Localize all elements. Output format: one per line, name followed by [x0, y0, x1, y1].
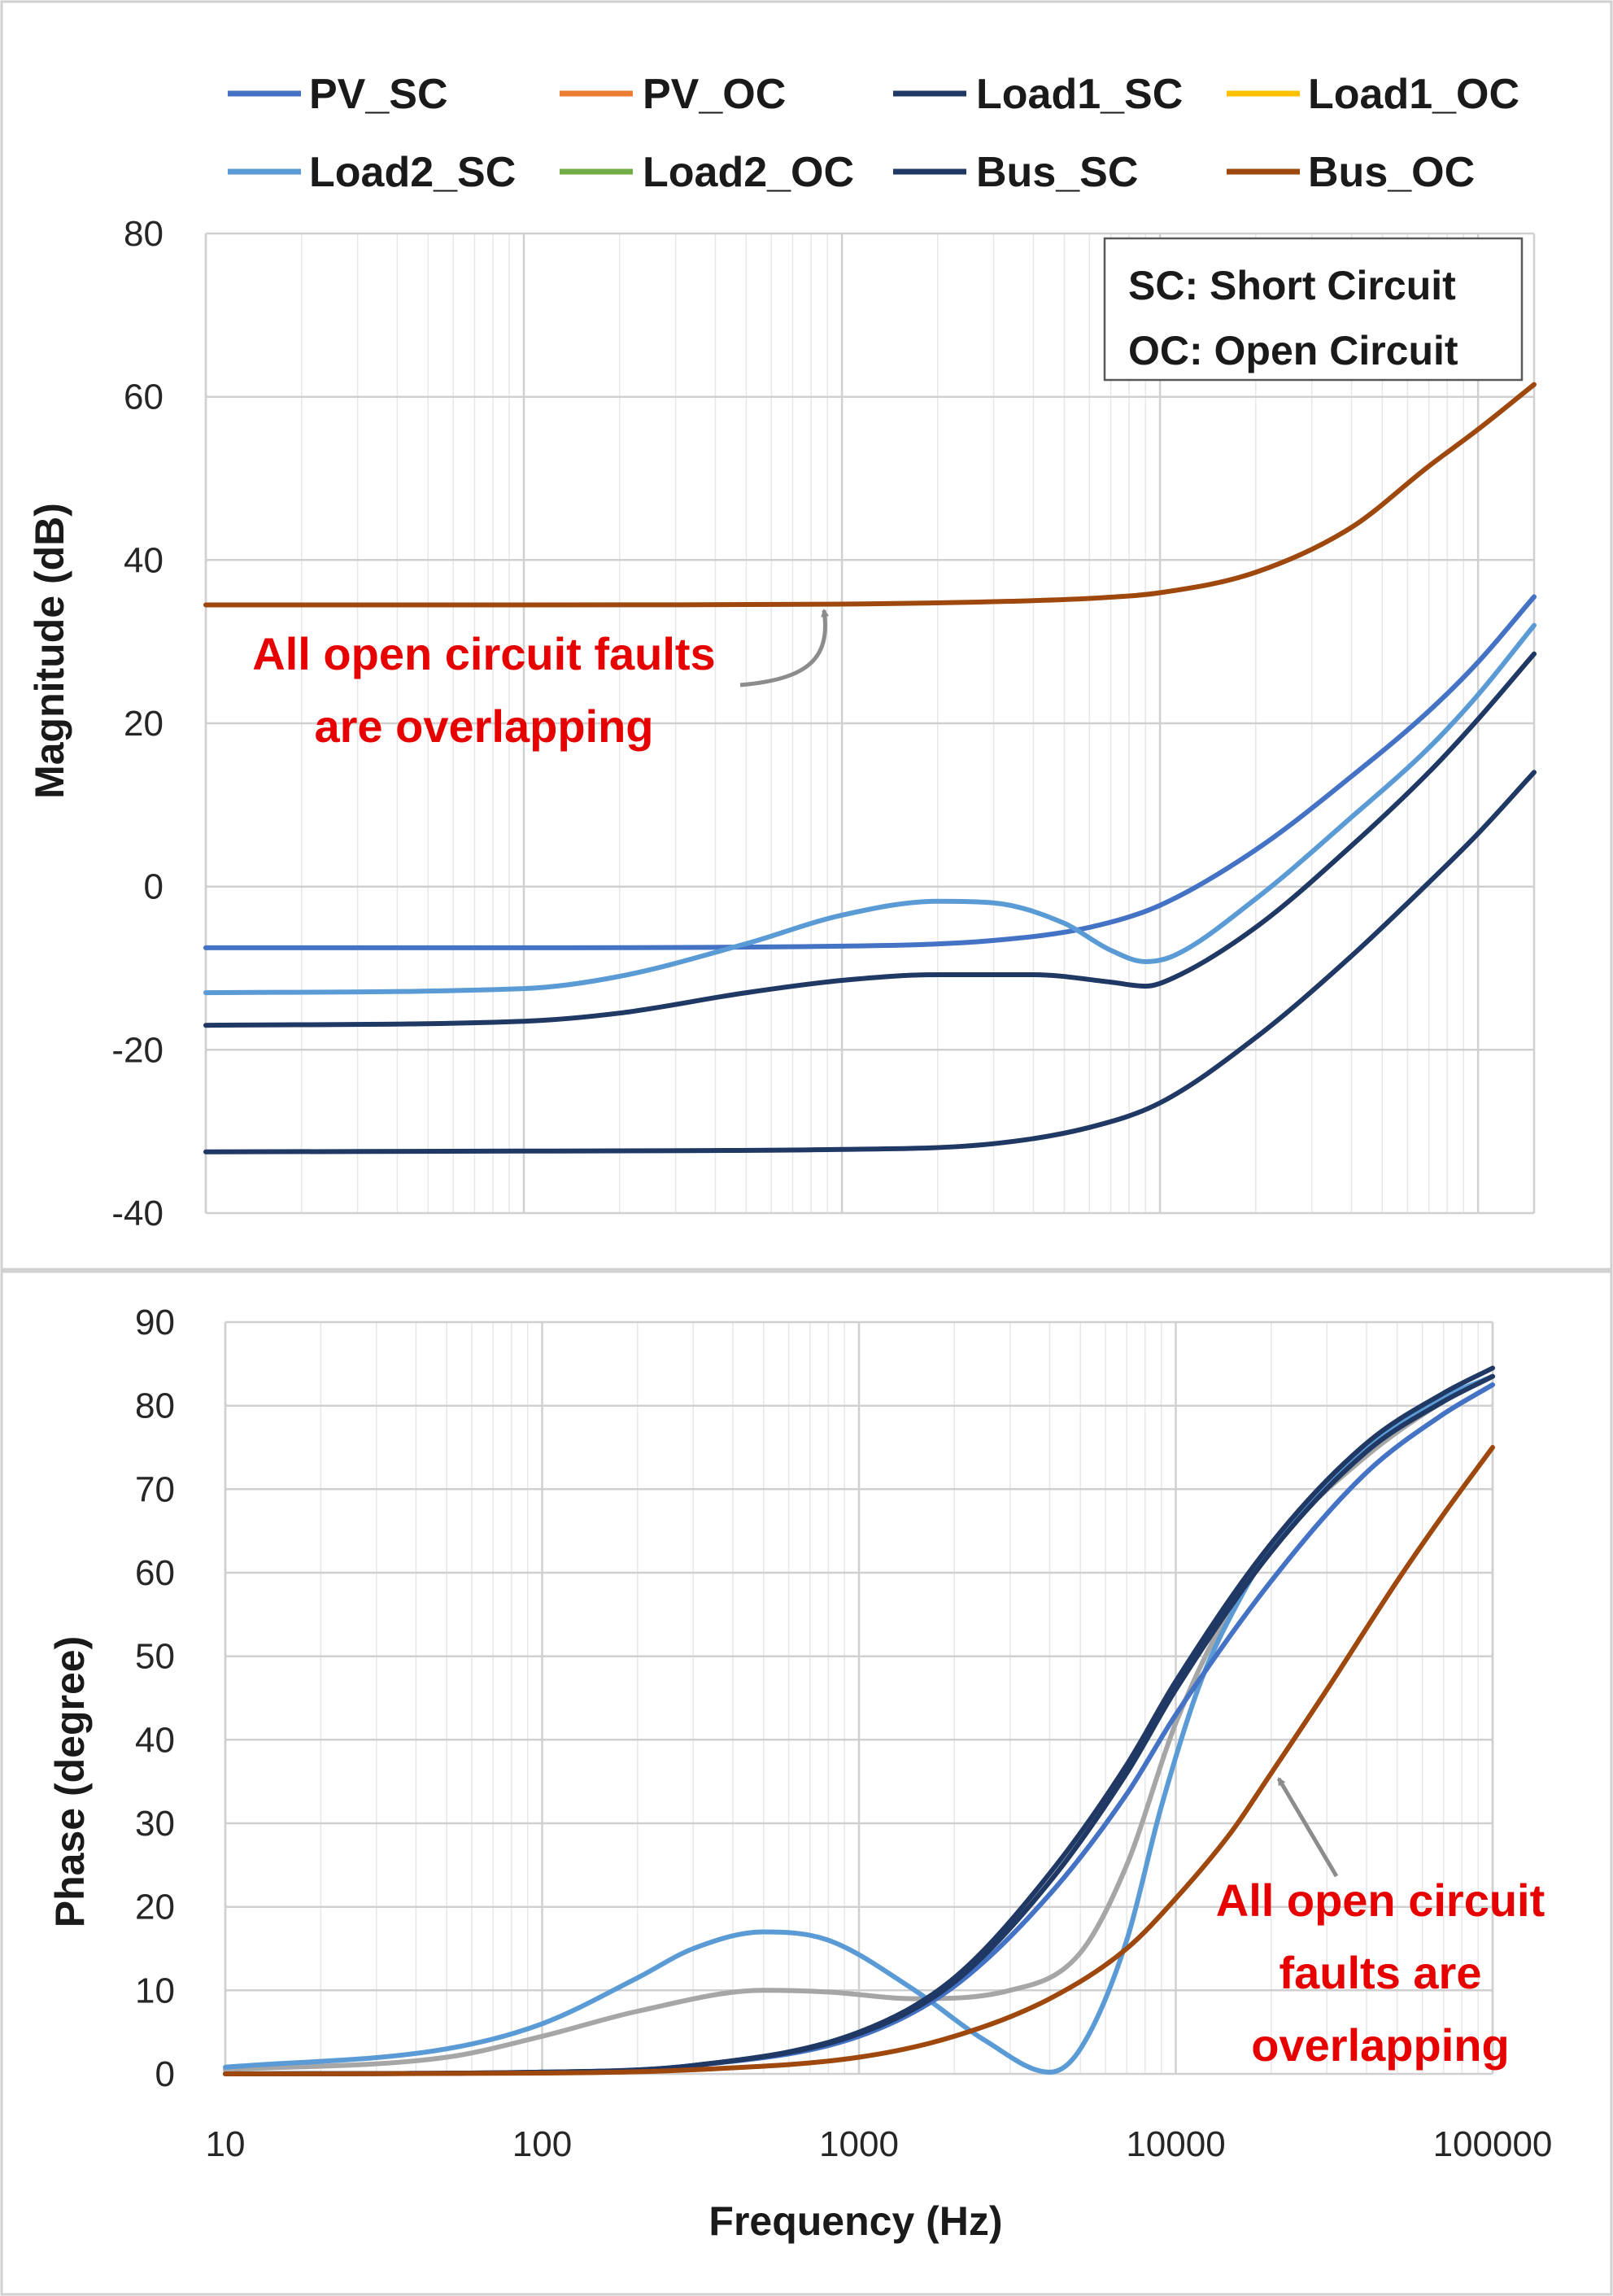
y-tick-label: -20	[111, 1030, 163, 1070]
legend: PV_SC PV_OC Load1_SC Load1_OC Load2_SC L…	[228, 71, 1519, 196]
series-line-load2-sc	[203, 622, 1537, 996]
legend-label: Load2_OC	[643, 149, 854, 196]
note-line-sc: SC: Short Circuit	[1128, 263, 1456, 308]
phase-annotation: All open circuit faults are overlapping	[1216, 1777, 1545, 2071]
phase-annotation-line-2: faults are	[1280, 1947, 1482, 1998]
legend-item-load1-oc: Load1_OC	[1227, 71, 1519, 118]
y-tick-label: 90	[135, 1303, 175, 1342]
legend-label: Load2_SC	[309, 149, 516, 196]
y-tick-label: 80	[135, 1386, 175, 1426]
phase-series	[223, 1365, 1495, 2076]
legend-label: PV_OC	[643, 71, 786, 118]
y-tick-label: 80	[124, 214, 163, 254]
magnitude-panel: PV_SC PV_OC Load1_SC Load1_OC Load2_SC L…	[0, 0, 1613, 1271]
series-line-load2-sc	[223, 1373, 1495, 2075]
legend-label: Bus_OC	[1308, 149, 1475, 196]
y-tick-label: 0	[144, 867, 163, 907]
magnitude-panel-border	[0, 0, 1613, 1271]
legend-item-load2-sc: Load2_SC	[228, 149, 516, 196]
legend-item-pv-sc: PV_SC	[228, 71, 448, 118]
legend-label: Load1_SC	[976, 71, 1183, 118]
y-tick-label: 0	[155, 2054, 175, 2094]
legend-label: PV_SC	[309, 71, 448, 118]
x-axis-title: Frequency (Hz)	[708, 2198, 1002, 2244]
series-line-bus-oc	[223, 1445, 1495, 2076]
magnitude-annotation-line-2: are overlapping	[314, 701, 653, 752]
legend-item-bus-oc: Bus_OC	[1227, 149, 1475, 196]
legend-label: Bus_SC	[976, 149, 1138, 196]
note-box-frame	[1103, 237, 1524, 382]
x-tick-label: 100	[512, 2124, 572, 2164]
magnitude-series	[203, 382, 1537, 1155]
magnitude-y-tick-labels: -40 -20 0 20 40 60 80	[111, 214, 163, 1233]
y-tick-label: 40	[124, 540, 163, 580]
y-tick-label: 20	[135, 1888, 175, 1927]
series-line-bus-sc	[203, 770, 1537, 1155]
y-tick-label: 40	[135, 1720, 175, 1760]
phase-panel: 0 10 20 30 40 50 60 70 80 90 10 100 1000 10000 100000…	[0, 1270, 1613, 2296]
phase-y-tick-labels: 0 10 20 30 40 50 60 70 80 90	[135, 1303, 175, 2094]
legend-item-pv-oc: PV_OC	[560, 71, 786, 118]
series-line-bus-oc	[203, 382, 1537, 608]
y-tick-label: 60	[135, 1553, 175, 1593]
magnitude-grid	[204, 232, 1536, 1215]
phase-annotation-line-1: All open circuit	[1216, 1875, 1545, 1926]
magnitude-annotation-line-1: All open circuit faults	[252, 628, 715, 679]
y-tick-label: 10	[135, 1971, 175, 2010]
magnitude-annotation-arrow	[739, 609, 830, 687]
legend-item-load2-oc: Load2_OC	[560, 149, 854, 196]
y-tick-label: 20	[124, 704, 163, 744]
x-tick-label: 10	[206, 2124, 246, 2164]
phase-panel-border	[0, 1270, 1613, 2296]
x-tick-label: 1000	[819, 2124, 899, 2164]
y-tick-label: 70	[135, 1469, 175, 1509]
magnitude-y-axis-title: Magnitude (dB)	[27, 503, 72, 799]
magnitude-annotation: All open circuit faults are overlapping	[252, 609, 830, 752]
note-line-oc: OC: Open Circuit	[1128, 328, 1458, 373]
series-line-load1-sc	[203, 651, 1537, 1028]
y-tick-label: 50	[135, 1637, 175, 1677]
x-tick-label: 100000	[1433, 2124, 1553, 2164]
phase-annotation-arrow	[1276, 1777, 1339, 1878]
y-tick-label: 30	[135, 1804, 175, 1844]
series-line-pv-sc	[203, 594, 1537, 950]
note-box: SC: Short Circuit OC: Open Circuit	[1103, 237, 1524, 382]
phase-x-tick-labels: 10 100 1000 10000 100000	[206, 2124, 1553, 2164]
y-tick-label: -40	[111, 1194, 163, 1233]
legend-label: Load1_OC	[1308, 71, 1519, 118]
y-tick-label: 60	[124, 378, 163, 417]
phase-annotation-line-3: overlapping	[1251, 2019, 1509, 2071]
legend-item-bus-sc: Bus_SC	[893, 149, 1138, 196]
phase-grid	[224, 1320, 1494, 2076]
legend-item-load1-sc: Load1_SC	[893, 71, 1183, 118]
phase-y-axis-title: Phase (degree)	[47, 1636, 93, 1927]
x-tick-label: 10000	[1126, 2124, 1225, 2164]
